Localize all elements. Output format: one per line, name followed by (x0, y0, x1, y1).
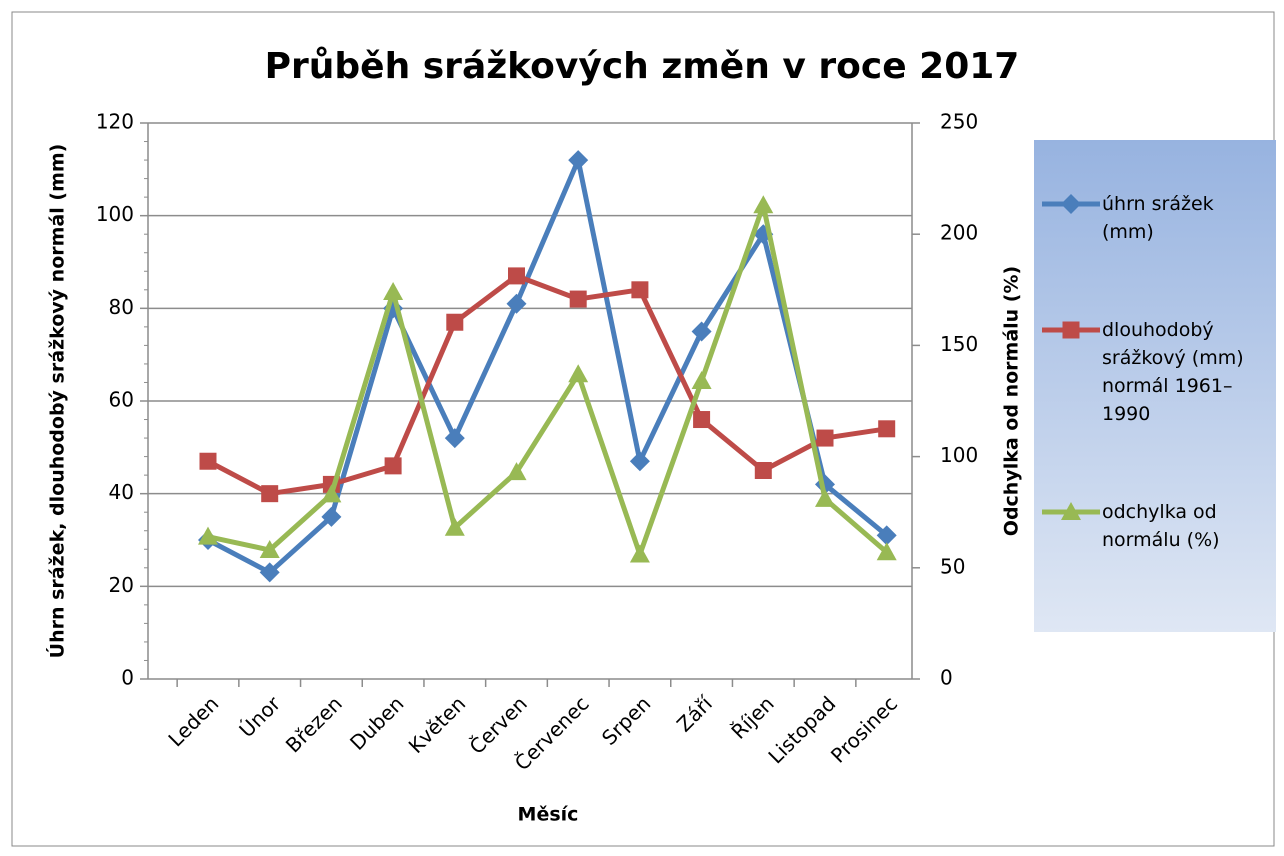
data-point (508, 267, 525, 285)
data-point (259, 562, 280, 583)
series-line (206, 157, 889, 575)
legend-marker (1062, 321, 1080, 339)
legend-swatch (1042, 502, 1100, 520)
y2-tick-label: 100 (940, 443, 978, 467)
data-point (383, 282, 404, 301)
data-point (444, 517, 465, 536)
data-point (506, 462, 527, 481)
y2-axis-title: Odchylka od normálu (%) (1001, 266, 1023, 536)
y-tick-label: 120 (96, 110, 134, 134)
y2-tick-label: 50 (940, 554, 965, 578)
legend-label: odchylka od normálu (%) (1102, 501, 1220, 551)
legend-label: dlouhodobý srážkový (mm) normál 1961–199… (1102, 319, 1244, 425)
legend-entry: úhrn srážek (mm) (1040, 190, 1268, 246)
legend-marker (1061, 194, 1081, 214)
data-point (261, 485, 279, 503)
data-point (876, 542, 897, 561)
x-axis-title: Měsíc (518, 804, 579, 826)
data-point (446, 313, 464, 331)
data-point (691, 321, 712, 342)
series-line (207, 202, 889, 557)
legend-marker (1061, 502, 1081, 520)
legend: úhrn srážek (mm) dlouhodobý srážkový (mm)… (1034, 140, 1276, 632)
y-axis-title: Úhrn srážek, dlouhodobý srážkový normál … (45, 144, 69, 659)
data-point (691, 370, 712, 389)
chart-title: Průběh srážkových změn v roce 2017 (265, 46, 1020, 87)
y2-tick-label: 150 (940, 332, 978, 356)
data-point (629, 451, 650, 472)
data-point (384, 457, 402, 475)
data-point (815, 488, 835, 507)
data-point (629, 544, 650, 563)
data-point (569, 290, 587, 308)
data-point (876, 525, 897, 546)
data-point (631, 281, 649, 299)
data-point (198, 526, 218, 545)
legend-swatch (1042, 321, 1100, 339)
legend-entry: odchylka od normálu (%) (1040, 498, 1268, 554)
y2-tick-label: 0 (940, 666, 953, 690)
y-tick-label: 40 (109, 480, 134, 504)
y-tick-label: 20 (109, 573, 134, 597)
data-point (506, 293, 527, 314)
data-point (444, 428, 465, 449)
series-line (206, 273, 888, 497)
data-point (199, 452, 217, 470)
y2-tick-label: 250 (940, 110, 978, 134)
data-point (321, 484, 342, 503)
data-point (693, 411, 711, 429)
y-tick-label: 0 (121, 666, 134, 690)
data-point (321, 506, 342, 527)
data-point (568, 364, 589, 383)
data-point (816, 429, 834, 447)
y-tick-label: 60 (109, 388, 134, 412)
data-point (568, 150, 589, 171)
data-point (878, 420, 896, 438)
y-tick-label: 80 (109, 295, 134, 319)
data-point (259, 540, 280, 559)
y-tick-label: 100 (96, 202, 134, 226)
legend-entry: dlouhodobý srážkový (mm) normál 1961–199… (1040, 316, 1268, 428)
legend-swatch (1042, 194, 1100, 214)
data-point (753, 195, 774, 214)
legend-label: úhrn srážek (mm) (1102, 193, 1214, 243)
y2-tick-label: 200 (940, 221, 978, 245)
data-point (754, 462, 772, 479)
